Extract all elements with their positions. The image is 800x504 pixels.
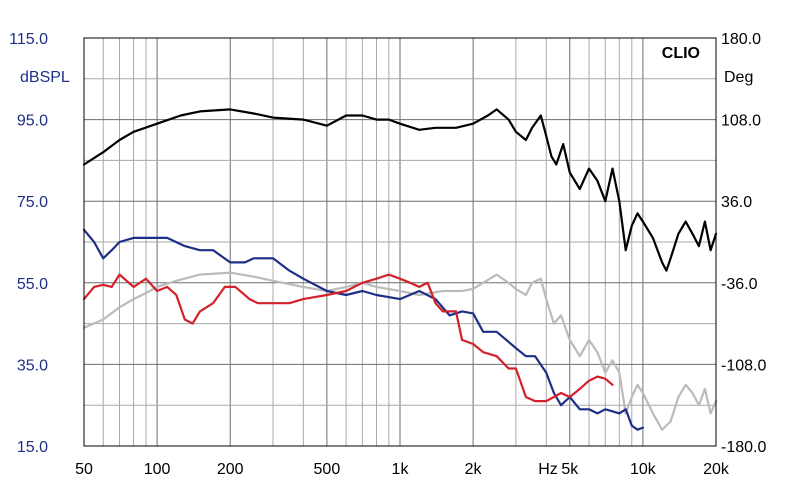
x-tick-label: 10k [630,461,657,478]
right-tick-label: 36.0 [721,194,752,211]
series-line-1 [82,108,718,272]
left-axis-ticks: 15.0 35.0 55.0 75.0 95.0 115.0 [9,31,48,456]
x-tick-label: 2k [465,461,483,478]
x-tick-label: 5k [561,461,579,478]
right-tick-label: 108.0 [721,113,761,130]
left-tick-label: 15.0 [17,439,48,456]
series-line-4 [82,271,718,431]
x-axis-unit: Hz [538,461,558,478]
x-tick-label: 500 [314,461,341,478]
left-tick-label: 95.0 [17,113,48,130]
left-tick-label: 55.0 [17,276,48,293]
x-tick-label: 20k [703,461,730,478]
series-line-3 [82,273,614,403]
left-tick-label: 35.0 [17,357,48,374]
series-layer [82,108,718,431]
right-tick-label: 180.0 [721,31,761,48]
x-tick-label: 1k [392,461,410,478]
plot-frame [83,37,717,447]
right-tick-label: -36.0 [721,276,758,293]
right-tick-label: -180.0 [721,439,766,456]
right-axis-ticks: -180.0 -108.0 -36.0 36.0 108.0 180.0 [721,31,766,456]
x-axis-ticks: 50 100 200 500 1k 2k 5k 10k 20k [75,461,730,478]
left-tick-label: 115.0 [9,31,48,48]
right-axis-label: Deg [724,69,753,86]
brand-label: CLIO [662,45,700,62]
right-tick-label: -108.0 [721,357,766,374]
x-tick-label: 100 [144,461,171,478]
left-axis-label: dBSPL [20,69,70,86]
x-tick-label: 200 [217,461,244,478]
series-line-2 [82,228,645,431]
x-tick-label: 50 [75,461,93,478]
left-tick-label: 75.0 [17,194,48,211]
